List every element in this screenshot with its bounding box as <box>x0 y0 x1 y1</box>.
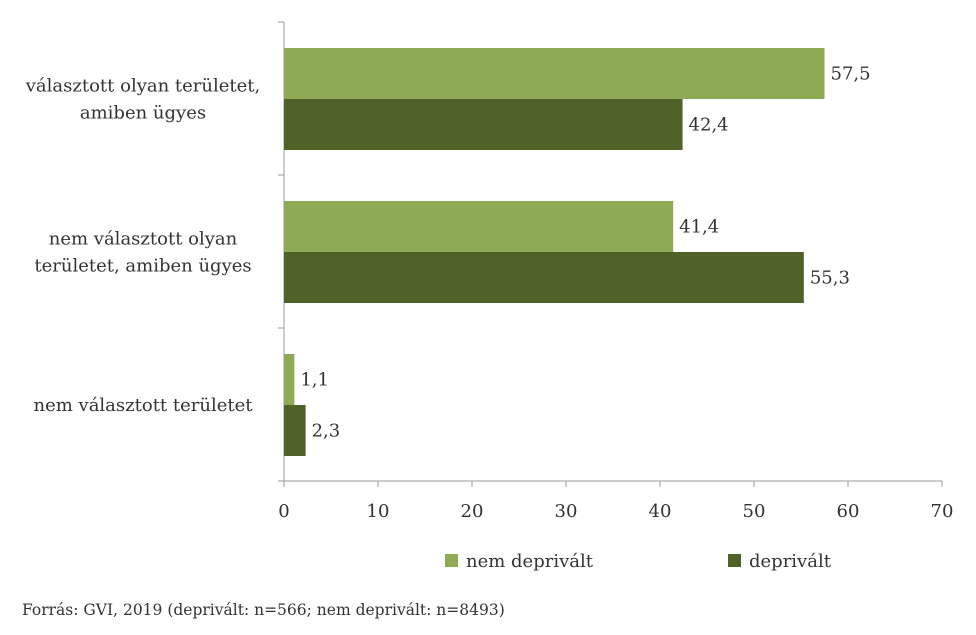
data-label: 1,1 <box>300 370 329 391</box>
data-labels: 57,5 42,4 41,4 55,3 1,1 2,3 <box>300 64 870 442</box>
x-tick-label: 40 <box>649 501 672 522</box>
legend-label: deprivált <box>749 551 832 572</box>
x-tick-label: 30 <box>555 501 578 522</box>
data-label: 55,3 <box>810 268 850 289</box>
data-label: 41,4 <box>679 217 719 238</box>
x-tick-label: 70 <box>931 501 954 522</box>
category-label: választott olyan területet, amiben ügyes <box>25 76 261 124</box>
bar-deprivalt <box>284 405 306 456</box>
bar-deprivalt <box>284 99 683 150</box>
x-tick-label: 0 <box>278 501 289 522</box>
tick-labels: 0 10 20 30 40 50 60 70 <box>278 501 953 522</box>
bar-chart: választott olyan területet, amiben ügyes n… <box>25 21 953 572</box>
data-label: 2,3 <box>312 421 341 442</box>
legend: nem deprivált deprivált <box>445 551 832 572</box>
data-label: 57,5 <box>831 64 871 85</box>
bar-nem-deprivalt <box>284 48 825 99</box>
source-note: Forrás: GVI, 2019 (deprivált: n=566; nem… <box>22 601 505 619</box>
legend-swatch <box>445 554 458 567</box>
category-label-line: nem választott olyan <box>49 229 238 250</box>
legend-swatch <box>728 554 741 567</box>
category-label-line: amiben ügyes <box>80 103 206 124</box>
legend-label: nem deprivált <box>466 551 594 572</box>
x-tick-label: 50 <box>743 501 766 522</box>
bar-nem-deprivalt <box>284 201 674 252</box>
chart-bars <box>284 48 825 456</box>
category-label: nem választott olyan területet, amiben üg… <box>34 229 251 277</box>
category-label-line: választott olyan területet, <box>25 76 261 97</box>
x-tick-label: 20 <box>461 501 484 522</box>
category-label-line: területet, amiben ügyes <box>34 256 251 277</box>
data-label: 42,4 <box>689 115 729 136</box>
x-tick-label: 10 <box>367 501 390 522</box>
bar-nem-deprivalt <box>284 354 295 405</box>
x-tick-label: 60 <box>837 501 860 522</box>
category-labels: választott olyan területet, amiben ügyes n… <box>25 76 261 417</box>
category-label-line: nem választott területet <box>33 395 253 416</box>
category-label: nem választott területet <box>33 395 253 416</box>
bar-deprivalt <box>284 252 804 303</box>
